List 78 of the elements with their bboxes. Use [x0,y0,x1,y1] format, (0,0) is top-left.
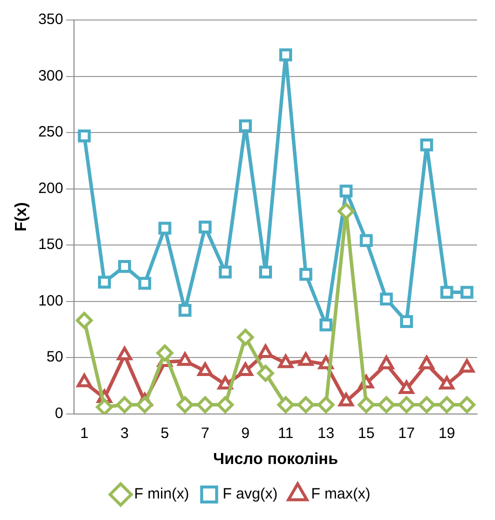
point [218,376,233,390]
x-axis-title: Число поколінь [213,450,338,468]
x-tick-label: 15 [358,424,375,442]
x-tick-label: 13 [318,424,334,442]
point [358,396,375,414]
legend-label: F max(x) [311,486,370,503]
point [299,268,312,281]
point [398,380,414,394]
x-tick-label: 9 [241,424,250,442]
point [78,129,91,142]
point [440,286,454,299]
legend-label: F min(x) [134,486,190,503]
x-tick-label: 17 [398,424,415,442]
x-tick-label: 19 [438,424,456,442]
x-tick-label: 11 [278,424,294,442]
point [76,312,93,329]
y-tick-label: 50 [46,348,64,366]
point [98,276,111,289]
point [380,292,393,306]
y-tick-label: 200 [38,180,64,197]
point [117,346,132,360]
y-axis-title: F(x) [13,202,30,232]
y-tick-label: 250 [38,124,64,141]
point [238,119,252,132]
y-tick-label: 300 [38,67,64,84]
point [439,376,454,390]
point [96,398,113,414]
point [216,396,234,414]
point [136,396,154,414]
point [76,374,92,388]
x-tick-label: 5 [160,424,170,442]
point [258,344,274,358]
y-tick-label: 0 [54,404,64,422]
point [138,276,152,290]
point [156,344,174,362]
point [420,138,434,152]
point [320,318,332,332]
point [198,220,212,234]
x-tick-label: 7 [200,424,210,442]
point [257,364,274,382]
x-tick-label: 3 [120,424,129,442]
point [460,286,474,299]
y-tick-label: 350 [38,11,64,28]
point [419,356,434,370]
point [118,260,132,273]
point [458,396,476,414]
point [218,266,232,278]
legend-label: F avg(x) [222,486,278,503]
point [398,396,416,414]
point [277,396,294,414]
point [238,362,253,376]
y-tick-label: 100 [38,292,64,310]
point [317,396,334,414]
point [279,48,292,62]
point [236,328,254,346]
point [177,352,193,366]
point [278,354,294,368]
point [259,266,272,278]
point [196,396,214,414]
point [158,222,172,235]
point [178,304,192,317]
point [360,234,373,247]
point [338,202,355,220]
point [459,359,474,373]
point [198,362,213,376]
point [297,396,314,414]
point [418,396,436,414]
point [378,356,394,370]
point [340,184,353,198]
point [438,396,456,414]
y-tick-label: 150 [38,236,64,254]
point [338,392,354,406]
point [400,315,413,328]
point [298,352,314,366]
point [378,396,395,414]
x-tick-label: 1 [80,424,88,442]
point [116,396,134,414]
point [176,396,194,414]
